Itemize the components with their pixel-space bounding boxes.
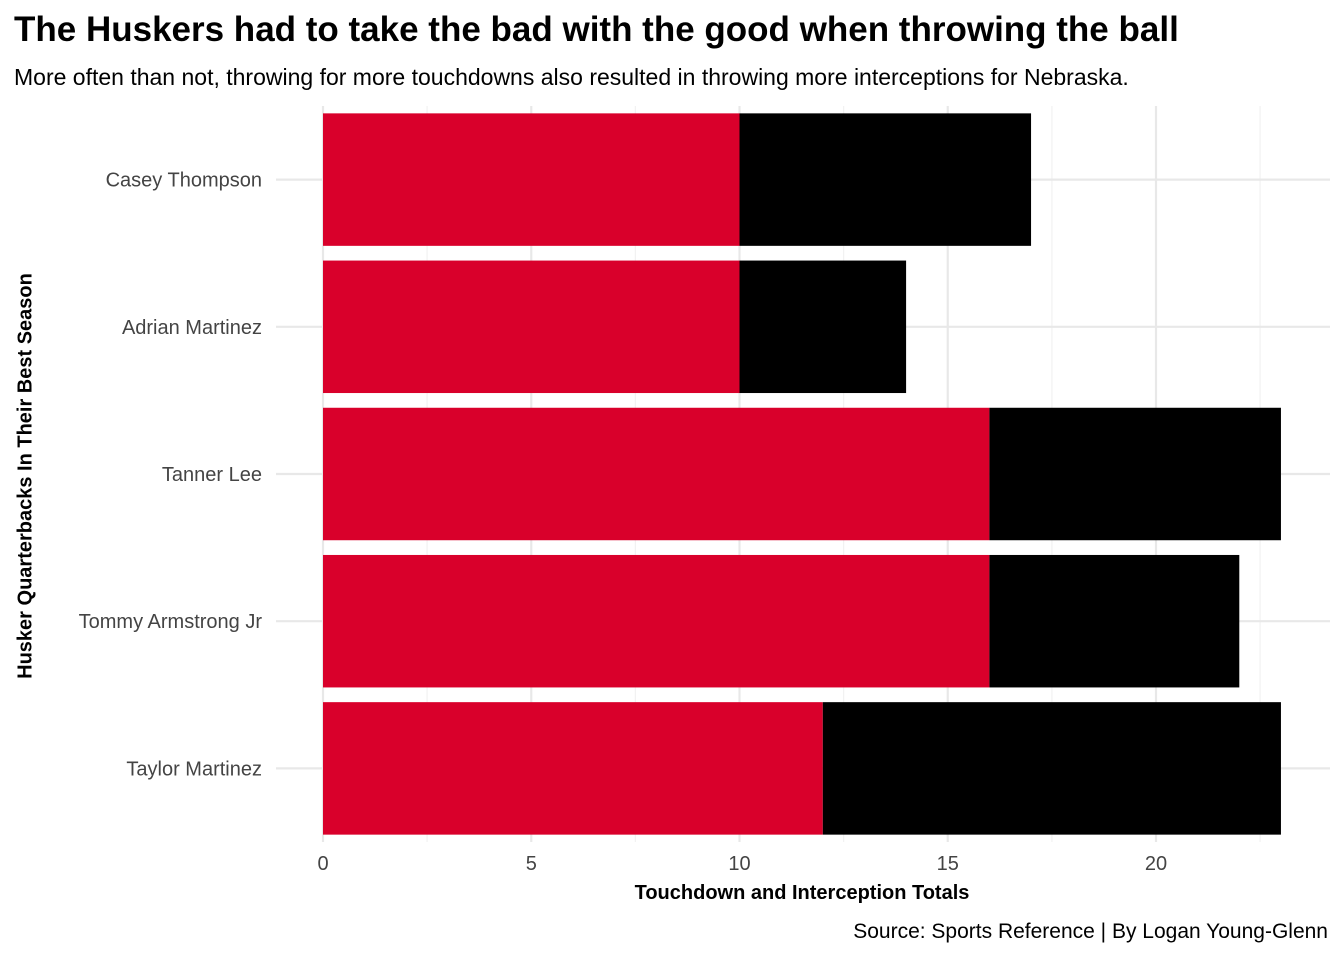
chart-subtitle: More often than not, throwing for more t… <box>14 64 1129 90</box>
x-tick-labels: 0 5 10 15 20 <box>317 853 1167 875</box>
bar-segment-2 <box>989 554 1240 688</box>
x-axis-label: Touchdown and Interception Totals <box>634 882 970 904</box>
chart-caption: Source: Sports Reference | By Logan Youn… <box>853 920 1328 943</box>
bar-segment-1 <box>323 554 990 688</box>
bar-segment-2 <box>822 702 1281 835</box>
x-tick-label: 5 <box>526 853 537 875</box>
bar-segment-2 <box>989 407 1281 541</box>
bars <box>323 113 1281 835</box>
bar-segment-2 <box>739 260 907 394</box>
x-tick-label: 10 <box>728 853 750 875</box>
y-tick-label: Casey Thompson <box>106 170 262 192</box>
y-tick-label: Adrian Martinez <box>122 317 262 339</box>
x-tick-label: 15 <box>937 853 959 875</box>
bar-segment-1 <box>323 407 990 541</box>
x-tick-label: 0 <box>317 853 328 875</box>
chart-title: The Huskers had to take the bad with the… <box>14 10 1179 49</box>
y-tick-labels: Casey Thompson Adrian Martinez Tanner Lee T… <box>79 170 263 781</box>
y-tick-label: Taylor Martinez <box>126 758 262 780</box>
y-tick-label: Tommy Armstrong Jr <box>79 611 263 633</box>
bar-segment-2 <box>739 113 1032 246</box>
x-tick-label: 20 <box>1145 853 1167 875</box>
bar-segment-1 <box>323 702 823 835</box>
y-tick-label: Tanner Lee <box>162 464 262 486</box>
bar-segment-1 <box>323 260 740 394</box>
bar-segment-1 <box>323 113 740 246</box>
